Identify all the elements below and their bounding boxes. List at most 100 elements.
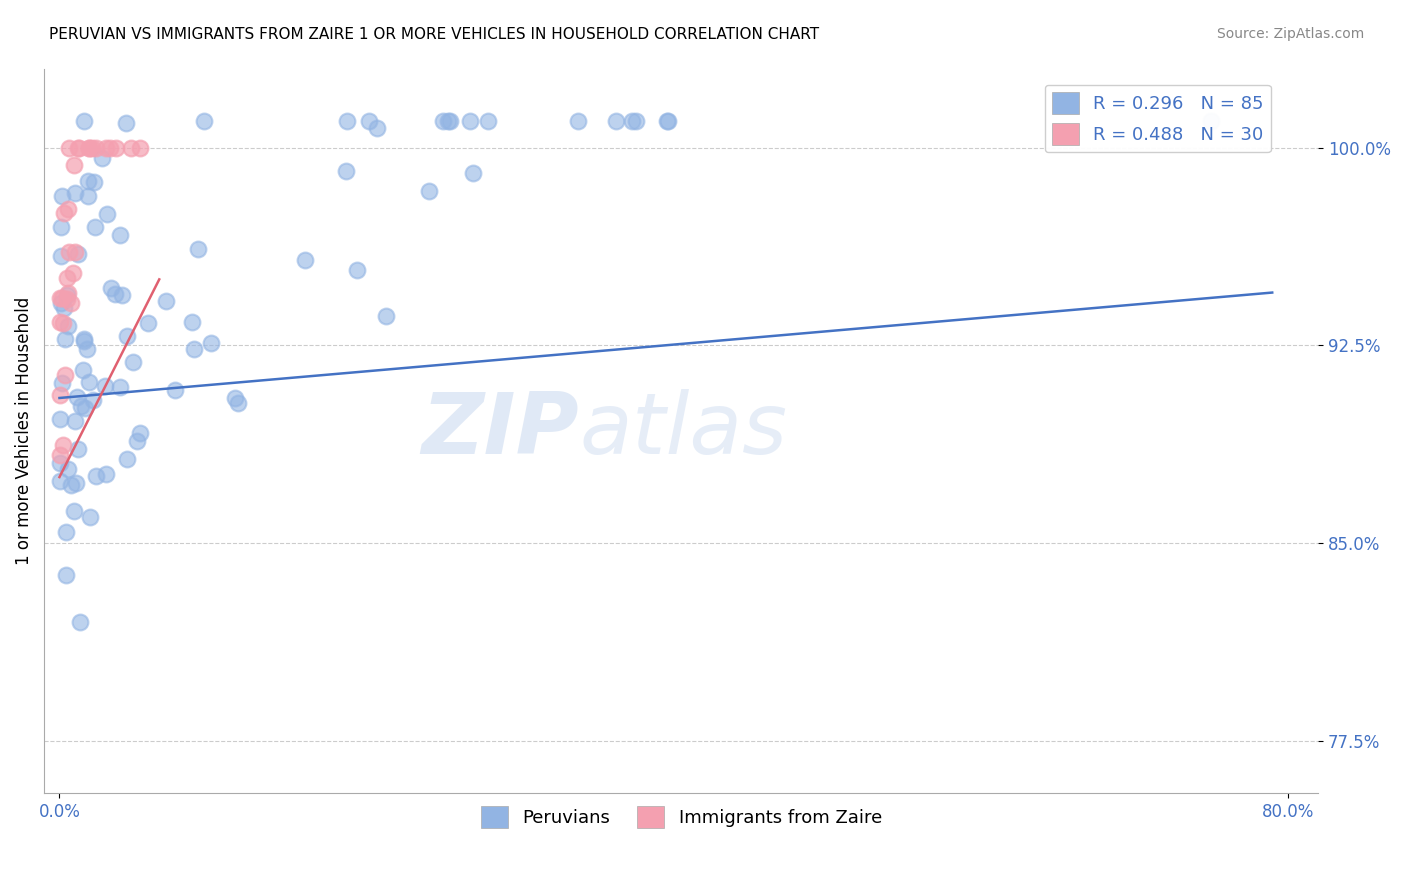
Point (59, 295, 82, 310)
Point (224, 391, 246, 405)
Point (605, 114, 627, 128)
Point (49, 474, 72, 488)
Point (375, 309, 398, 323)
Point (62, 158, 84, 172)
Point (77, 189, 100, 203)
Point (67, 140, 90, 154)
Point (49, 296, 72, 310)
Point (51, 376, 73, 390)
Point (128, 425, 150, 440)
Point (104, 286, 127, 301)
Point (155, 294, 177, 309)
Point (439, 114, 461, 128)
Point (72, 334, 94, 349)
Point (55, 292, 77, 306)
Point (1199, 114, 1222, 128)
Point (49, 388, 72, 402)
Point (77, 140, 100, 154)
Point (83, 175, 105, 189)
Point (567, 114, 589, 128)
Point (72, 362, 94, 376)
Point (181, 314, 204, 328)
Point (91, 151, 114, 165)
Point (110, 227, 132, 242)
Point (93, 379, 115, 393)
Point (58, 462, 80, 476)
Point (49, 448, 72, 462)
Point (52, 206, 75, 220)
Point (94, 467, 117, 481)
Text: atlas: atlas (579, 390, 787, 473)
Point (48, 411, 70, 425)
Point (96, 140, 118, 154)
Point (100, 281, 122, 295)
Point (51, 291, 73, 305)
Point (49, 220, 72, 235)
Point (82, 140, 104, 154)
Point (84, 140, 107, 154)
Text: PERUVIAN VS IMMIGRANTS FROM ZAIRE 1 OR MORE VEHICLES IN HOUSEHOLD CORRELATION CH: PERUVIAN VS IMMIGRANTS FROM ZAIRE 1 OR M… (49, 27, 820, 42)
Point (73, 332, 96, 346)
Point (96, 207, 118, 221)
Point (98, 140, 121, 154)
Point (49, 456, 72, 470)
Point (657, 114, 679, 128)
Point (183, 342, 205, 356)
Point (193, 114, 215, 128)
Point (59, 478, 82, 492)
Point (65, 390, 87, 404)
Y-axis label: 1 or more Vehicles in Household: 1 or more Vehicles in Household (15, 297, 32, 565)
Point (200, 336, 222, 351)
Point (115, 452, 138, 467)
Point (187, 242, 209, 256)
Point (129, 140, 152, 154)
Point (86, 468, 108, 483)
Point (418, 184, 440, 198)
Point (77, 140, 100, 154)
Point (136, 316, 159, 330)
Point (477, 114, 499, 128)
Point (77, 174, 100, 188)
Point (67, 247, 90, 261)
Point (70, 400, 93, 414)
Point (53, 368, 76, 382)
Point (69, 140, 91, 154)
Point (460, 114, 482, 128)
Point (366, 120, 388, 135)
Point (62, 266, 84, 280)
Point (294, 253, 316, 268)
Point (69, 615, 91, 629)
Point (62, 503, 84, 517)
Point (346, 263, 368, 277)
Point (76, 342, 98, 356)
Point (110, 288, 132, 302)
Point (65, 245, 87, 260)
Point (79, 509, 101, 524)
Point (56, 319, 79, 334)
Point (357, 114, 380, 128)
Point (121, 355, 143, 369)
Point (63, 186, 86, 201)
Point (52, 301, 75, 316)
Point (108, 380, 131, 394)
Point (626, 114, 648, 128)
Point (73, 401, 96, 416)
Point (55, 524, 77, 539)
Point (51, 189, 73, 203)
Point (432, 114, 454, 128)
Point (49, 249, 72, 263)
Point (52, 316, 75, 330)
Point (463, 165, 485, 179)
Point (58, 140, 80, 154)
Point (165, 384, 187, 398)
Point (83, 220, 105, 235)
Point (655, 114, 678, 128)
Point (437, 114, 460, 128)
Point (127, 434, 149, 448)
Point (336, 114, 359, 128)
Point (56, 288, 79, 302)
Point (621, 114, 644, 128)
Point (56, 202, 79, 216)
Point (82, 393, 104, 408)
Point (56, 271, 79, 285)
